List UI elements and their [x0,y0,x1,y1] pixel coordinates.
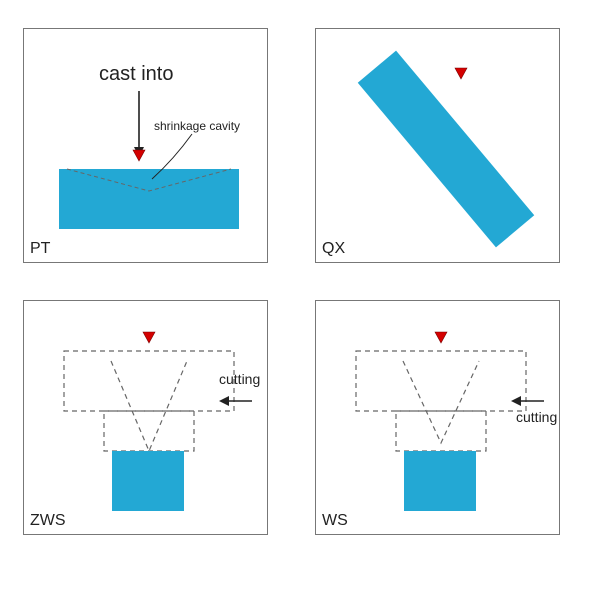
panel-QX-svg [316,29,561,264]
panel-QX: QX [315,28,560,263]
cast-into-label: cast into [99,63,173,86]
panel-label-WS: WS [322,512,348,530]
shrinkage-cavity-label: shrinkage cavity [154,119,240,133]
panel-label-ZWS: ZWS [30,512,66,530]
cutting-label-WS: cutting [516,409,557,425]
panel-ZWS: cutting ZWS [23,300,268,535]
panel-PT: cast into shrinkage cavity PT [23,28,268,263]
panel-label-PT: PT [30,240,50,258]
cutting-label-ZWS: cutting [219,371,260,387]
panel-WS: cutting WS [315,300,560,535]
panel-ZWS-svg [24,301,269,536]
diagram-grid: cast into shrinkage cavity PT QX cutting… [0,0,600,600]
panel-label-QX: QX [322,240,345,258]
